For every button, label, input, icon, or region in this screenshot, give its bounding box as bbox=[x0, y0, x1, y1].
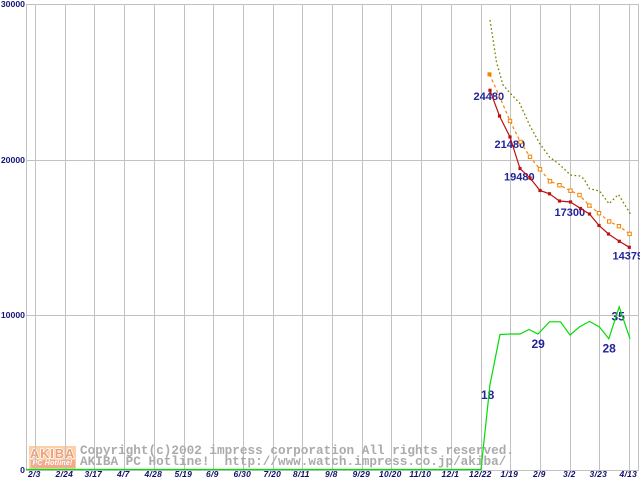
svg-text:17300: 17300 bbox=[555, 207, 586, 219]
svg-text:14379: 14379 bbox=[613, 250, 640, 262]
svg-text:21480: 21480 bbox=[495, 139, 526, 151]
svg-text:18: 18 bbox=[481, 388, 495, 402]
svg-text:AKIBA: AKIBA bbox=[30, 446, 75, 461]
svg-text:29: 29 bbox=[532, 337, 546, 351]
svg-text:24480: 24480 bbox=[474, 91, 505, 103]
svg-text:28: 28 bbox=[603, 342, 617, 356]
